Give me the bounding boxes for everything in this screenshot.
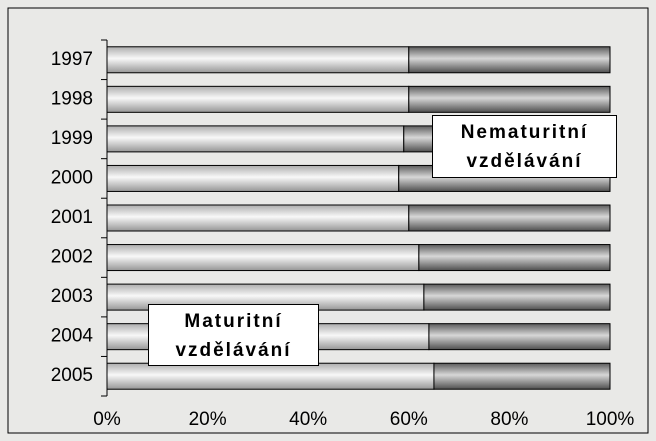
y-tick-label: 1998 <box>51 88 93 109</box>
bar-segment <box>433 362 611 390</box>
bar-segment <box>106 204 410 232</box>
x-tick-label: 100% <box>586 409 635 430</box>
bar-segment <box>423 283 611 311</box>
bar-segment <box>106 244 420 272</box>
x-tick-label: 60% <box>390 409 428 430</box>
y-tick-label: 2000 <box>51 167 93 188</box>
bar-segment <box>106 164 400 192</box>
y-tick-label: 2003 <box>51 286 93 307</box>
x-tick-label: 80% <box>490 409 528 430</box>
bar-segment <box>106 46 410 74</box>
x-tick-label: 40% <box>289 409 327 430</box>
annotation-box: Maturitní vzdělávání <box>148 304 319 366</box>
y-tick-label: 2002 <box>51 247 93 268</box>
y-tick-label: 2005 <box>51 365 93 386</box>
bar-segment <box>106 362 435 390</box>
bar-segment <box>418 244 611 272</box>
y-tick-label: 2001 <box>51 207 93 228</box>
y-tick-label: 1999 <box>51 128 93 149</box>
bar-segment <box>428 323 611 351</box>
bar-segment <box>408 85 611 113</box>
bar-segment <box>408 204 611 232</box>
bar-segment <box>106 85 410 113</box>
y-tick-label: 1997 <box>51 49 93 70</box>
bar-segment <box>408 46 611 74</box>
annotation-box: Nematuritní vzdělávání <box>432 115 617 178</box>
bar-segment <box>106 125 405 153</box>
x-tick-label: 20% <box>189 409 227 430</box>
y-tick-label: 2004 <box>51 326 94 347</box>
frame <box>7 7 649 434</box>
x-tick-label: 0% <box>93 409 121 430</box>
